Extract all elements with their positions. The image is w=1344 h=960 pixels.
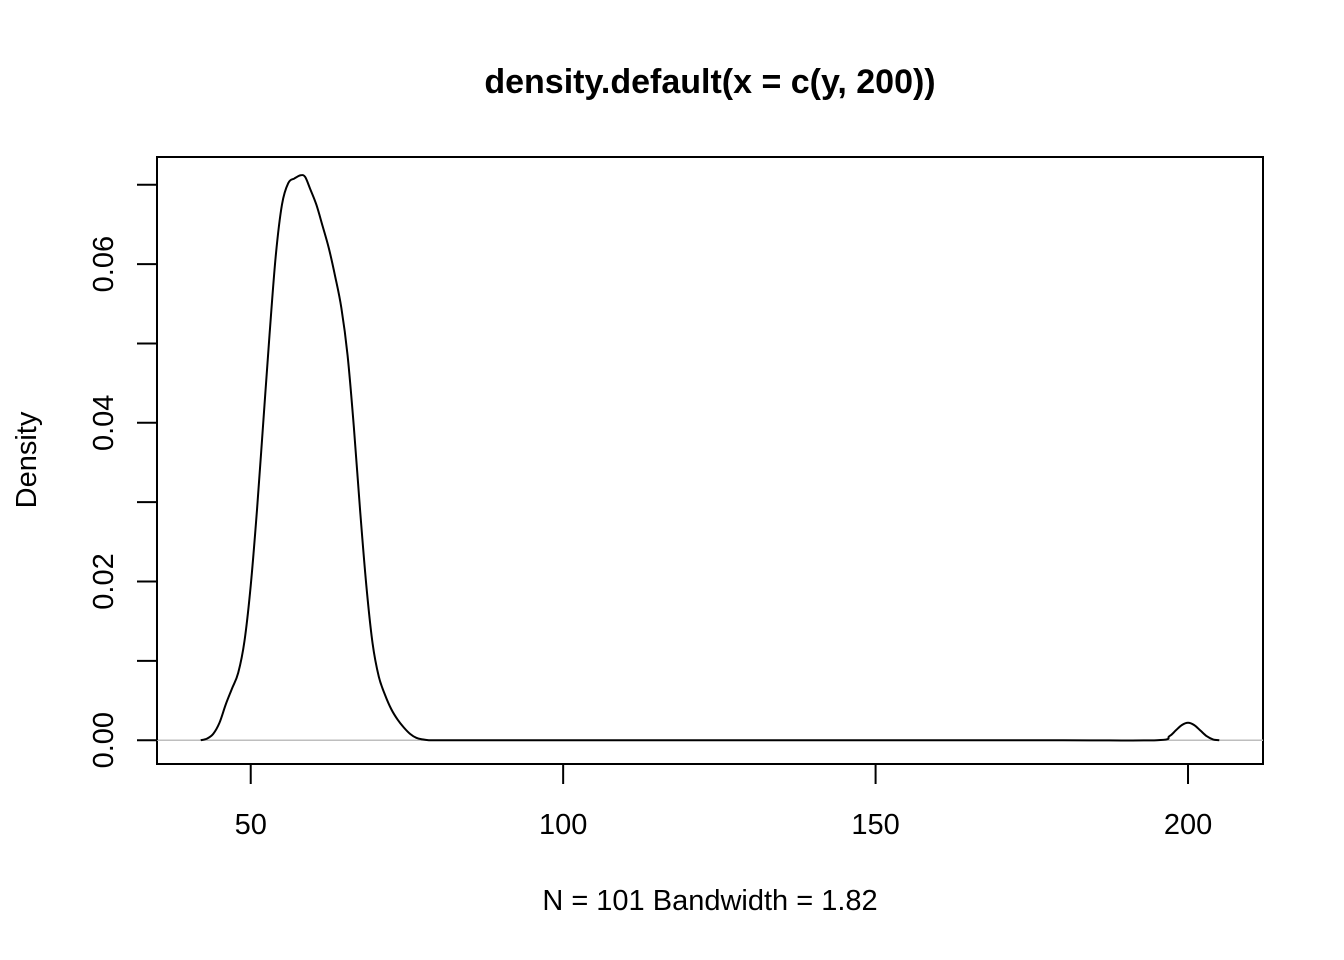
y-tick-label: 0.06 [88,236,120,292]
x-axis-label: N = 101 Bandwidth = 1.82 [542,885,877,917]
y-tick-label: 0.02 [88,553,120,609]
y-axis: 0.00 0.02 0.04 0.06 [88,183,158,768]
y-tick-label: 0.00 [88,712,120,768]
plot-frame [156,156,1264,765]
x-axis: 50 100 150 200 [235,763,1212,841]
density-curve [200,174,1220,742]
x-tick-label: 100 [539,809,587,841]
x-tick-label: 200 [1164,809,1212,841]
y-tick-label: 0.04 [88,395,120,451]
x-tick-label: 50 [235,809,267,841]
x-tick-label: 150 [851,809,899,841]
y-axis-label: Density [11,411,43,508]
chart-title: density.default(x = c(y, 200)) [484,63,935,101]
